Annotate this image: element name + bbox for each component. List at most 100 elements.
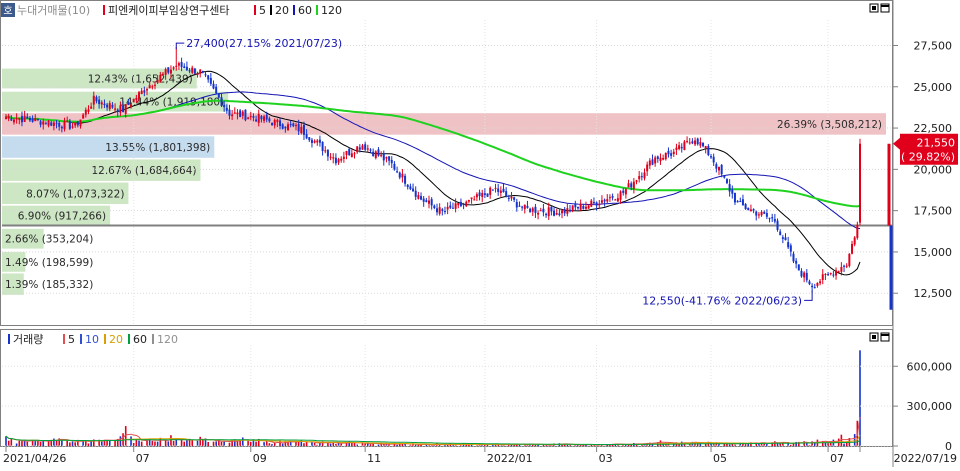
- candle-body: [23, 115, 26, 122]
- volume-bar: [739, 442, 742, 446]
- volume-bar: [300, 440, 303, 446]
- candle-body: [592, 201, 595, 203]
- volume-bar: [460, 445, 462, 446]
- volume-bar: [494, 444, 497, 446]
- volume-bar: [85, 440, 87, 446]
- volume-panel-maximize-icon[interactable]: [880, 332, 890, 342]
- date-tick-label: 07: [136, 452, 150, 465]
- candle-body: [185, 66, 188, 71]
- candle-body: [723, 175, 726, 178]
- volume-bar: [790, 444, 792, 446]
- candle-body: [667, 150, 670, 155]
- candle-body: [478, 192, 481, 196]
- volume-bar: [667, 443, 670, 446]
- candle-body: [736, 201, 739, 203]
- candle-body: [688, 142, 691, 144]
- candle-body: [741, 199, 744, 206]
- candle-body: [725, 179, 728, 184]
- volume-bar: [279, 440, 281, 446]
- ma-line: [5, 99, 861, 208]
- volume-bar: [550, 444, 553, 446]
- candle-body: [124, 104, 127, 114]
- candle-body: [595, 202, 598, 206]
- volume-bar: [542, 444, 545, 446]
- candle-body: [763, 211, 766, 214]
- hoga-badge[interactable]: [1, 3, 15, 17]
- volume-bar: [417, 444, 420, 446]
- volume-bar: [513, 444, 515, 446]
- candle-body: [239, 110, 242, 117]
- volume-bar: [167, 441, 170, 446]
- hoga-badge-text[interactable]: 호: [3, 5, 12, 17]
- candle-body: [140, 90, 143, 94]
- date-tick-label: 2022/07/19: [894, 452, 957, 465]
- volume-bar: [295, 441, 297, 446]
- candle-body: [630, 183, 633, 188]
- volume-bar: [26, 441, 29, 446]
- candle-body: [169, 69, 172, 74]
- candle-body: [521, 206, 524, 208]
- candle-body: [404, 175, 407, 184]
- volume-bar: [726, 443, 728, 446]
- candle-body: [781, 237, 784, 239]
- volume-bar: [53, 438, 55, 446]
- volume-bar: [337, 442, 340, 446]
- ma-line: [5, 70, 861, 276]
- candle-body: [151, 86, 154, 88]
- volume-bar: [760, 442, 763, 446]
- candle-body: [5, 116, 7, 120]
- volume-bar: [404, 443, 406, 446]
- candle-body: [787, 242, 790, 248]
- candle-body: [241, 111, 244, 116]
- volume-bar: [755, 442, 758, 446]
- date-tick-label: 07: [830, 452, 844, 465]
- candle-body: [401, 173, 404, 178]
- candle-body: [467, 199, 470, 202]
- profile-label: 12.43% (1,652,439): [88, 74, 193, 86]
- candle-body: [135, 97, 138, 100]
- profile-label: 1.39% (185,332): [5, 279, 93, 291]
- volume-bar: [47, 440, 50, 446]
- volume-bar: [188, 438, 191, 446]
- candle-body: [252, 116, 255, 118]
- candle-body: [231, 114, 234, 117]
- current-price-box: [900, 133, 958, 165]
- volume-bar: [231, 440, 233, 446]
- volume-bar: [164, 439, 167, 446]
- volume-bar: [146, 438, 148, 446]
- volume-bar: [191, 440, 194, 446]
- vol-ma20-swatch: [104, 334, 106, 344]
- candle-body: [108, 103, 111, 110]
- candle-body: [71, 126, 74, 128]
- candle-body: [827, 274, 830, 276]
- price-panel-maximize-icon[interactable]: [880, 3, 890, 13]
- volume-bar: [66, 440, 68, 446]
- candle-body: [816, 282, 819, 286]
- volume-bar: [398, 443, 401, 446]
- candle-body: [518, 205, 521, 207]
- candle-body: [686, 140, 689, 142]
- candle-body: [308, 137, 311, 141]
- current-price-marker: 21,550( 29.82%): [887, 133, 958, 310]
- volume-bar: [582, 444, 585, 446]
- candle-body: [853, 237, 856, 245]
- volume-bar: [361, 442, 364, 446]
- profile-label: 1.49% (198,599): [5, 257, 93, 269]
- candle-body: [627, 183, 630, 188]
- candle-body: [672, 151, 675, 155]
- volume-bar: [92, 439, 95, 446]
- profile-bar: [2, 228, 44, 249]
- candle-body: [191, 67, 194, 73]
- candle-body: [271, 122, 274, 125]
- current-price-change: ( 29.82%): [901, 151, 955, 164]
- candle-body: [840, 266, 843, 272]
- candle-body: [28, 117, 31, 121]
- legend-ma120-swatch: [316, 5, 318, 15]
- volume-bar: [821, 440, 824, 446]
- candle-body: [348, 148, 351, 156]
- volume-bar: [750, 442, 752, 446]
- volume-bar: [199, 436, 202, 446]
- candle-body: [385, 157, 388, 159]
- volume-bar: [348, 441, 350, 446]
- volume-bar: [531, 444, 534, 446]
